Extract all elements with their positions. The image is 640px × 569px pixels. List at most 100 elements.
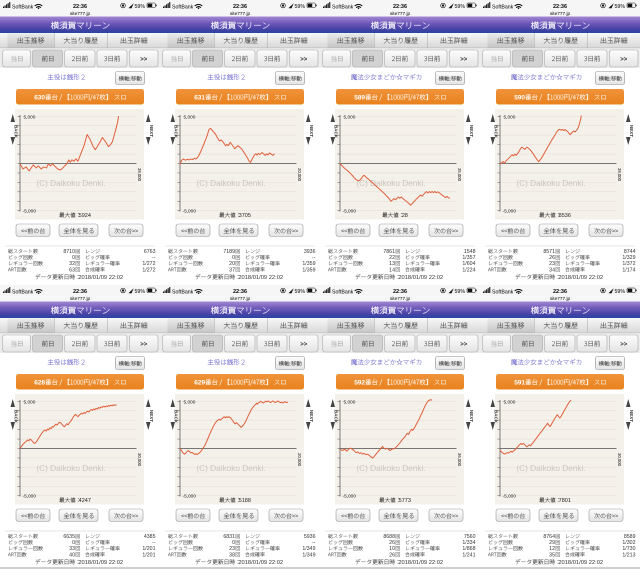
svg-text:631: 631 (194, 95, 205, 102)
svg-text:NEXT: NEXT (309, 125, 314, 137)
svg-text:5,000: 5,000 (344, 114, 356, 120)
svg-text:>>: >> (620, 57, 628, 63)
svg-text:3705: 3705 (239, 213, 251, 219)
svg-text:(C) Daikoku Denki.: (C) Daikoku Denki. (196, 464, 265, 473)
svg-text:1/272: 1/272 (142, 267, 155, 273)
svg-text:1548: 1548 (464, 249, 476, 255)
svg-text:36,000: 36,000 (457, 453, 462, 467)
svg-text:8688: 8688 (383, 534, 395, 540)
svg-text:NEXT: NEXT (149, 410, 154, 422)
svg-text:0: 0 (232, 255, 235, 261)
svg-text:20,000: 20,000 (297, 168, 302, 182)
svg-text:site777.jp: site777.jp (230, 295, 251, 301)
svg-text:1/359: 1/359 (302, 267, 315, 273)
svg-text:0: 0 (72, 540, 75, 546)
svg-text:1/349: 1/349 (302, 546, 315, 552)
svg-text:59%: 59% (614, 4, 625, 10)
svg-text:20: 20 (229, 261, 235, 267)
svg-text:22:36: 22:36 (393, 289, 407, 295)
svg-text:>>: >> (460, 342, 468, 348)
svg-text:-5,000: -5,000 (183, 493, 197, 499)
svg-text:6763: 6763 (144, 249, 156, 255)
svg-text:30,000: 30,000 (137, 453, 142, 467)
svg-text:>>: >> (620, 342, 628, 348)
svg-text:NEXT: NEXT (629, 410, 634, 422)
svg-text:628: 628 (34, 379, 45, 386)
svg-text:59%: 59% (134, 288, 145, 294)
svg-text:site777.jp: site777.jp (550, 11, 571, 17)
svg-text:5,000: 5,000 (184, 114, 196, 120)
svg-text:29: 29 (549, 540, 555, 546)
svg-text:59%: 59% (134, 4, 145, 10)
svg-text:2018/01/09 22:02: 2018/01/09 22:02 (238, 275, 283, 281)
svg-text:26: 26 (389, 540, 395, 546)
svg-text:SoftBank: SoftBank (332, 289, 354, 295)
svg-text:22:36: 22:36 (553, 289, 567, 295)
svg-text:--: -- (312, 255, 316, 261)
svg-text:32: 32 (69, 261, 75, 267)
svg-text:site777.jp: site777.jp (390, 11, 411, 17)
svg-text:5924: 5924 (79, 213, 91, 219)
svg-text:(C) Daikoku Denki.: (C) Daikoku Denki. (196, 179, 265, 188)
svg-text:1/604: 1/604 (462, 261, 475, 267)
svg-text:NEXT: NEXT (629, 125, 634, 137)
svg-text:SoftBank: SoftBank (172, 4, 194, 10)
svg-text:12: 12 (549, 546, 555, 552)
svg-text:8536: 8536 (559, 213, 571, 219)
svg-text:2018/01/09 22:02: 2018/01/09 22:02 (558, 560, 603, 566)
svg-text:1/349: 1/349 (302, 552, 315, 558)
svg-text:10: 10 (389, 546, 395, 552)
svg-text:0: 0 (72, 255, 75, 261)
svg-text:34: 34 (549, 267, 555, 273)
svg-text:NEXT: NEXT (149, 125, 154, 137)
svg-text:SoftBank: SoftBank (492, 4, 514, 10)
svg-text:(C) Daikoku Denki.: (C) Daikoku Denki. (516, 464, 585, 473)
svg-text:8764: 8764 (543, 534, 555, 540)
svg-text:1/224: 1/224 (462, 267, 475, 273)
svg-text:4247: 4247 (79, 498, 91, 504)
svg-text:>>: >> (140, 342, 148, 348)
svg-text:1/302: 1/302 (622, 540, 635, 546)
svg-text:-5,000: -5,000 (503, 209, 517, 215)
svg-text:BACK: BACK (334, 125, 339, 139)
svg-text:35,000: 35,000 (457, 168, 462, 182)
svg-text:20,000: 20,000 (297, 453, 302, 467)
svg-text:BACK: BACK (494, 125, 499, 139)
svg-text:BACK: BACK (174, 410, 179, 424)
svg-text:>>: >> (140, 57, 148, 63)
svg-text:59%: 59% (454, 4, 465, 10)
svg-text:33: 33 (69, 546, 75, 552)
svg-text:(C) Daikoku Denki.: (C) Daikoku Denki. (36, 464, 105, 473)
svg-text:22:36: 22:36 (73, 4, 87, 10)
svg-text:1/174: 1/174 (622, 267, 635, 273)
svg-text:BACK: BACK (174, 125, 179, 139)
svg-text:22:36: 22:36 (233, 289, 247, 295)
svg-text:63: 63 (69, 267, 75, 273)
svg-text:1/372: 1/372 (622, 261, 635, 267)
svg-text:5936: 5936 (304, 534, 316, 540)
svg-text:5188: 5188 (239, 498, 251, 504)
svg-text:(C) Daikoku Denki.: (C) Daikoku Denki. (356, 464, 425, 473)
svg-text:5,000: 5,000 (344, 399, 356, 405)
svg-text:7560: 7560 (464, 534, 476, 540)
svg-text:2018/01/09 22:02: 2018/01/09 22:02 (238, 560, 283, 566)
svg-text:2018/01/09 22:02: 2018/01/09 22:02 (398, 560, 443, 566)
svg-text:NEXT: NEXT (309, 410, 314, 422)
svg-text:5,000: 5,000 (184, 399, 196, 405)
svg-text:38,000: 38,000 (137, 168, 142, 182)
svg-text:1/730: 1/730 (622, 546, 635, 552)
svg-text:23: 23 (549, 261, 555, 267)
svg-text:>>: >> (460, 57, 468, 63)
svg-text:8710: 8710 (63, 249, 75, 255)
svg-text:(C) Daikoku Denki.: (C) Daikoku Denki. (36, 179, 105, 188)
svg-text:NEXT: NEXT (469, 125, 474, 137)
svg-text:6635: 6635 (63, 534, 75, 540)
svg-text:591: 591 (514, 379, 525, 386)
svg-text:SoftBank: SoftBank (172, 289, 194, 295)
svg-text:2018/01/09 22:02: 2018/01/09 22:02 (78, 560, 123, 566)
svg-text:1/241: 1/241 (462, 552, 475, 558)
svg-text:5,000: 5,000 (504, 399, 516, 405)
svg-text:590: 590 (514, 95, 525, 102)
svg-text:(C) Daikoku Denki.: (C) Daikoku Denki. (516, 179, 585, 188)
svg-text:1/359: 1/359 (302, 261, 315, 267)
